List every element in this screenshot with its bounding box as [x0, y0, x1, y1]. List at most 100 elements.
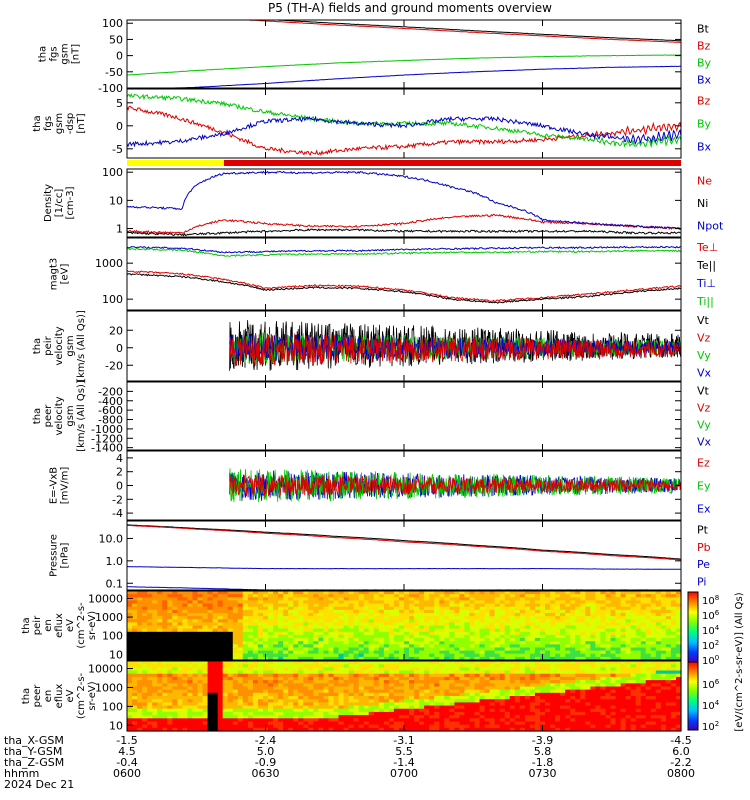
spectrogram-cell — [298, 692, 304, 697]
spectrogram-cell — [152, 676, 158, 681]
spectrogram-cell — [399, 718, 405, 723]
spectrogram-cell — [529, 711, 536, 716]
spectrogram-cell — [202, 711, 209, 716]
spectrogram-cell — [373, 702, 380, 707]
spectrogram-cell — [635, 647, 642, 652]
spectrogram-cell — [444, 644, 450, 648]
spectrogram-cell — [670, 606, 677, 611]
spectrogram-cell — [378, 644, 385, 648]
spectrogram-cell — [378, 597, 385, 601]
spectrogram-cell — [414, 619, 420, 623]
spectrogram-cell — [655, 653, 662, 658]
spectrogram-cell — [328, 603, 335, 608]
spectrogram-cell — [247, 715, 254, 719]
spectrogram-cell — [127, 680, 133, 684]
spectrogram-cell — [132, 676, 138, 681]
spectrogram-cell — [499, 609, 506, 614]
spectrogram-cell — [293, 641, 299, 645]
spectrogram-cell — [655, 619, 662, 623]
spectrogram-cell — [137, 699, 143, 703]
spectrogram-cell — [469, 676, 476, 681]
spectrogram-cell — [283, 673, 289, 678]
spectrogram-cell — [127, 634, 133, 639]
spectrogram-cell — [514, 667, 521, 672]
spectrogram-cell — [323, 727, 329, 732]
spectrogram-cell — [595, 680, 601, 684]
y-tick-label: -20 — [105, 359, 123, 372]
spectrogram-cell — [373, 718, 380, 723]
spectrogram-cell — [555, 656, 561, 661]
spectrogram-cell — [454, 656, 460, 661]
spectrogram-cell — [439, 603, 445, 608]
spectrogram-cell — [459, 653, 465, 658]
spectrogram-cell — [570, 708, 576, 713]
spectrogram-cell — [167, 680, 173, 684]
legend-label-Ti⊥: Ti⊥ — [696, 277, 716, 290]
spectrogram-cell — [529, 653, 536, 658]
spectrogram-cell — [499, 616, 506, 620]
spectrogram-cell — [595, 683, 601, 688]
spectrogram-cell — [464, 686, 470, 691]
spectrogram-cell — [414, 650, 420, 655]
spectrogram-cell — [620, 628, 627, 633]
spectrogram-cell — [263, 670, 269, 675]
spectrogram-cell — [323, 696, 329, 700]
spectrogram-cell — [545, 721, 551, 726]
spectrogram-cell — [655, 591, 662, 595]
spectrogram-cell — [373, 594, 380, 598]
spectrogram-cell — [247, 606, 254, 611]
spectrogram-cell — [197, 686, 204, 691]
spectrogram-cell — [620, 680, 627, 684]
spectrogram-cell — [469, 653, 476, 658]
spectrogram-cell — [328, 683, 335, 688]
spectrogram-cell — [464, 676, 470, 681]
spectrogram-cell — [383, 689, 390, 694]
spectrogram-cell — [640, 594, 647, 598]
spectrogram-cell — [227, 609, 234, 614]
spectrogram-cell — [524, 628, 531, 633]
spectrogram-cell — [273, 696, 279, 700]
spectrogram-cell — [162, 664, 168, 668]
spectrogram-cell — [555, 609, 561, 614]
spectrogram-cell — [449, 676, 455, 681]
spectrogram-cell — [303, 603, 309, 608]
spectrogram-cell — [429, 603, 435, 608]
spectrogram-cell — [222, 594, 229, 598]
spectrogram-cell — [454, 718, 460, 723]
spectrogram-cell — [182, 594, 188, 598]
spectrogram-cell — [550, 711, 556, 716]
spectrogram-cell — [142, 600, 148, 605]
spectrogram-cell — [489, 705, 496, 710]
spectrogram-cell — [167, 702, 173, 707]
spectrogram-cell — [257, 673, 264, 678]
spectrogram-cell — [278, 594, 284, 598]
spectrogram-cell — [635, 606, 642, 611]
spectrogram-cell — [323, 613, 329, 617]
spectrogram-cell — [444, 622, 450, 627]
spectrogram-cell — [157, 622, 163, 627]
spectrogram-cell — [429, 670, 435, 675]
spectrogram-cell — [560, 667, 566, 672]
y-axis-label: [nT] — [71, 44, 82, 64]
spectrogram-cell — [560, 661, 566, 665]
spectrogram-cell — [162, 718, 168, 723]
spectrogram-cell — [605, 724, 612, 729]
spectrogram-cell — [419, 619, 425, 623]
spectrogram-cell — [570, 644, 576, 648]
spectrogram-cell — [247, 699, 254, 703]
spectrogram-cell — [207, 628, 214, 633]
spectrogram-cell — [494, 644, 501, 648]
spectrogram-cell — [509, 670, 516, 675]
spectrogram-cell — [293, 603, 299, 608]
y-axis-label: gsm — [54, 113, 65, 134]
spectrogram-cell — [273, 718, 279, 723]
spectrogram-cell — [207, 683, 214, 688]
spectrogram-cell — [670, 613, 677, 617]
spectrogram-cell — [640, 680, 647, 684]
spectrogram-cell — [590, 641, 596, 645]
spectrogram-cell — [555, 715, 561, 719]
spectrogram-cell — [590, 711, 596, 716]
spectrogram-cell — [298, 676, 304, 681]
spectrogram-cell — [600, 705, 606, 710]
